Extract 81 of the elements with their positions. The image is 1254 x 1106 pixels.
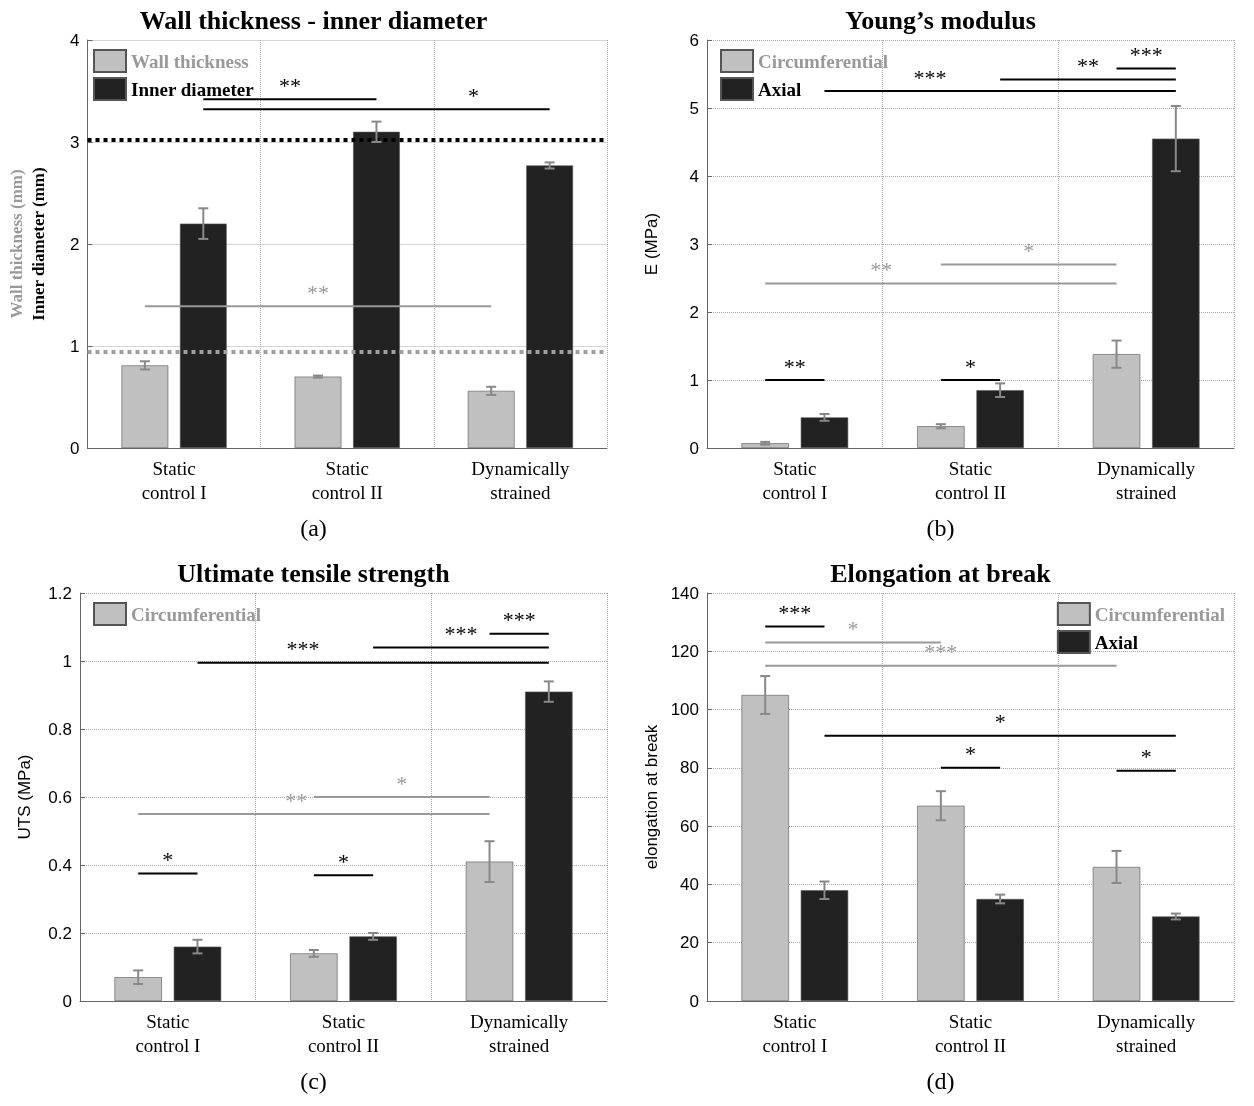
chart-title: Elongation at break <box>830 558 1052 588</box>
annotation: ** <box>307 279 330 305</box>
y-tick-label: 100 <box>670 700 699 720</box>
y-axis-title: elongation at break <box>641 724 661 870</box>
annotation: ** <box>278 72 301 98</box>
annotation: * <box>396 770 408 796</box>
x-tick-label: Static control II <box>307 1010 380 1056</box>
y-tick-label: 1.2 <box>48 583 72 603</box>
y-axis-title: E (MPa) <box>641 212 661 276</box>
y-tick-label: 0.8 <box>48 719 72 739</box>
chart-title: Ultimate tensile strength <box>177 558 451 588</box>
x-tick-label: Dynamically strained <box>471 457 570 503</box>
y-tick-label: 20 <box>680 933 699 953</box>
legend-label: Wall thickness <box>131 50 249 72</box>
legend-label: Inner diameter <box>131 78 255 100</box>
y-tick-label: 40 <box>680 874 699 894</box>
y-tick-label: 3 <box>689 234 699 254</box>
y-tick-label: 0 <box>689 438 699 458</box>
legend-label: Circumferential <box>758 50 889 72</box>
annotation: ** <box>870 256 893 282</box>
y-tick-label: 60 <box>680 816 699 836</box>
y-tick-label: 3 <box>70 132 80 152</box>
text: (c) <box>300 1068 327 1094</box>
annotation: * <box>994 709 1006 735</box>
legend-label: Circumferential <box>1094 603 1225 625</box>
chart-title: Young’s modulus <box>845 5 1036 35</box>
y-tick-label: 120 <box>670 641 699 661</box>
annotation: ** <box>783 353 806 379</box>
annotation: *** <box>286 636 320 662</box>
y-axis-title: UTS (MPa) <box>14 754 34 840</box>
y-tick-label: 0.4 <box>48 855 72 875</box>
chart-title: Wall thickness - inner diameter <box>139 5 488 35</box>
annotation: * <box>965 741 976 767</box>
y-tick-label: 0 <box>689 991 699 1011</box>
x-tick-label: Static control II <box>934 457 1007 503</box>
annotation: *** <box>1129 42 1163 68</box>
annotation: * <box>965 353 976 379</box>
y-tick-label: 140 <box>670 583 699 603</box>
y-tick-label: 0 <box>70 438 80 458</box>
y-tick-label: 4 <box>70 30 80 50</box>
x-tick-label: Static control II <box>311 457 383 503</box>
y-tick-label: 1 <box>62 651 72 671</box>
annotation: *** <box>444 620 478 646</box>
annotation: *** <box>502 607 536 633</box>
legend-label: Axial <box>758 78 802 100</box>
annotation: ** <box>285 787 308 813</box>
annotation: * <box>162 847 174 872</box>
y-tick-label: 80 <box>680 758 699 778</box>
y-axis-title: Wall thickness (mm) Inner diameter (mm) <box>7 167 48 321</box>
x-tick-label: Static control I <box>135 1010 201 1056</box>
x-tick-label: Static control I <box>762 457 828 503</box>
y-tick-label: 5 <box>689 98 699 118</box>
y-tick-label: 1 <box>70 336 80 356</box>
text: (d) <box>926 1068 955 1094</box>
annotation: * <box>338 848 349 874</box>
annotation: ** <box>1076 52 1099 78</box>
annotation: * <box>1023 237 1035 263</box>
annotation: * <box>847 616 859 642</box>
y-tick-label: 2 <box>70 234 80 254</box>
x-tick-label: Dynamically strained <box>1097 457 1196 503</box>
y-tick-label: 0.2 <box>48 923 72 943</box>
y-tick-label: 6 <box>689 30 699 50</box>
annotation: *** <box>778 600 812 626</box>
y-tick-label: 4 <box>689 166 699 186</box>
annotation: *** <box>924 639 958 665</box>
annotation: *** <box>913 64 947 90</box>
x-tick-label: Static control I <box>762 1010 828 1056</box>
annotation: * <box>1140 744 1152 770</box>
x-tick-label: Static control I <box>141 457 207 503</box>
annotation: * <box>467 82 479 108</box>
x-tick-label: Dynamically strained <box>470 1010 569 1056</box>
text: (b) <box>926 515 955 541</box>
y-tick-label: 1 <box>689 370 699 390</box>
y-tick-label: 2 <box>689 302 699 322</box>
text: (a) <box>300 515 327 541</box>
legend-label: Axial <box>1094 631 1139 653</box>
y-tick-label: 0 <box>62 991 72 1011</box>
x-tick-label: Static control II <box>934 1010 1007 1056</box>
legend-label: Circumferential <box>131 603 262 625</box>
y-tick-label: 0.6 <box>48 787 72 807</box>
x-tick-label: Dynamically strained <box>1097 1010 1196 1056</box>
